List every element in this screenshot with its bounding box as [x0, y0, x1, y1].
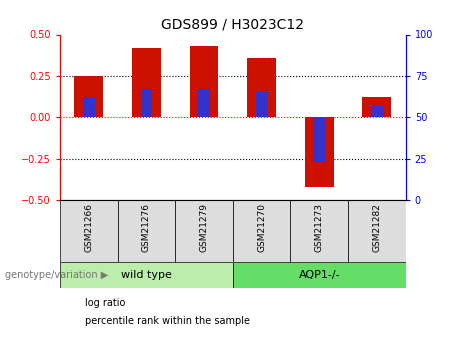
Bar	[371, 106, 383, 117]
Bar	[198, 89, 210, 117]
Bar	[305, 117, 334, 187]
Text: log ratio: log ratio	[85, 298, 126, 307]
Bar	[313, 117, 325, 162]
Text: genotype/variation ▶: genotype/variation ▶	[5, 270, 108, 280]
Bar	[83, 97, 95, 117]
Text: GSM21273: GSM21273	[315, 203, 324, 252]
Bar	[189, 46, 219, 117]
Text: GSM21276: GSM21276	[142, 203, 151, 252]
Bar	[233, 262, 406, 288]
Bar	[348, 200, 406, 262]
Bar	[60, 200, 118, 262]
Text: AQP1-/-: AQP1-/-	[298, 270, 340, 280]
Bar	[74, 76, 103, 117]
Title: GDS899 / H3023C12: GDS899 / H3023C12	[161, 18, 304, 32]
Bar	[60, 262, 233, 288]
Text: percentile rank within the sample: percentile rank within the sample	[85, 316, 250, 326]
Bar	[247, 58, 276, 117]
Bar	[175, 200, 233, 262]
Text: GSM21270: GSM21270	[257, 203, 266, 252]
Bar	[233, 200, 290, 262]
Bar	[256, 92, 267, 117]
Bar	[290, 200, 348, 262]
Bar	[132, 48, 161, 117]
Text: GSM21266: GSM21266	[84, 203, 93, 252]
Bar	[141, 89, 152, 117]
Text: GSM21282: GSM21282	[372, 203, 381, 252]
Bar	[362, 97, 391, 117]
Bar	[118, 200, 175, 262]
Text: GSM21279: GSM21279	[200, 203, 208, 252]
Text: wild type: wild type	[121, 270, 172, 280]
